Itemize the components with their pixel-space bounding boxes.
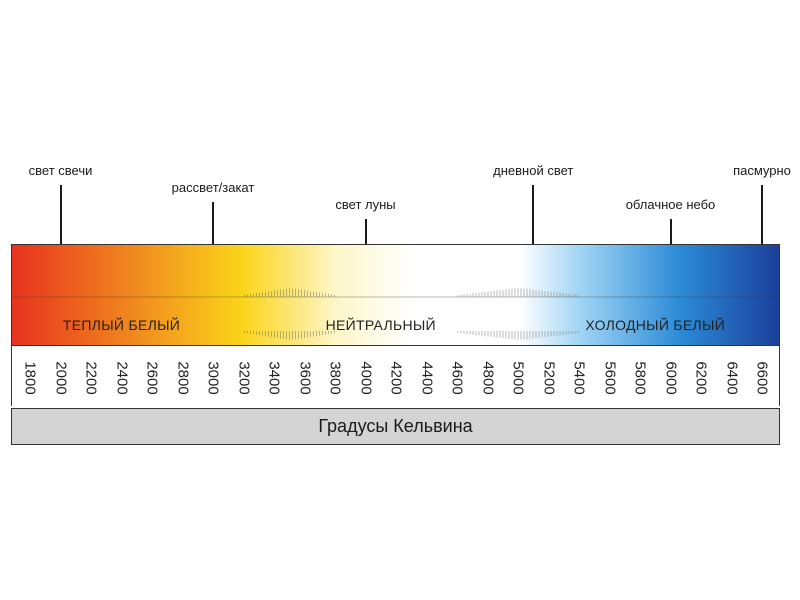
zone-label: ХОЛОДНЫЙ БЕЛЫЙ <box>585 317 726 333</box>
scale-title: Градусы Кельвина <box>11 408 780 445</box>
scale-tick-label: 2600 <box>143 361 161 395</box>
scale-tick-label: 3400 <box>265 361 283 395</box>
scale-tick-label: 3800 <box>326 361 344 395</box>
scale-tick-label: 5200 <box>540 361 557 395</box>
scale-tick-label: 3600 <box>296 361 313 395</box>
scale-tick-label: 3200 <box>235 361 252 395</box>
warm-neutral-transition-hatch <box>244 288 335 340</box>
scale-tick-label: 6600 <box>753 361 771 395</box>
scale-tick-label: 6000 <box>662 361 679 395</box>
scale-tick-label: 5000 <box>509 361 527 395</box>
marker-label: свет луны <box>335 197 396 212</box>
marker-label: рассвет/закат <box>171 180 255 195</box>
scale-tick-label: 5800 <box>631 361 649 395</box>
neutral-cool-transition-hatch <box>457 288 579 340</box>
marker-label: дневной свет <box>493 163 574 178</box>
kelvin-scale <box>11 346 780 406</box>
spectrum-gradient-fill <box>12 245 779 345</box>
scale-tick-label: 5400 <box>570 361 588 395</box>
marker-line <box>532 185 535 271</box>
scale-tick-label: 4600 <box>448 361 466 395</box>
scale-title-text: Градусы Кельвина <box>318 416 473 436</box>
marker-label: свет свечи <box>28 163 93 178</box>
spectrum-graphic <box>12 245 779 345</box>
scale-tick-label: 2800 <box>174 361 191 395</box>
scale-tick-label: 4400 <box>418 361 435 395</box>
scale-tick-label: 2400 <box>113 361 130 395</box>
scale-tick-label: 6200 <box>692 361 710 395</box>
marker-line <box>761 185 763 271</box>
scale-tick-label: 4000 <box>357 361 374 395</box>
marker-line <box>212 202 214 271</box>
scale-tick-label: 6400 <box>723 361 740 395</box>
scale-tick-label: 4800 <box>479 361 496 395</box>
marker-label: пасмурно <box>733 163 791 178</box>
color-spectrum-bar <box>11 244 780 346</box>
scale-tick-label: 2200 <box>82 361 100 395</box>
marker-line <box>59 185 62 271</box>
zone-label: НЕЙТРАЛЬНЫЙ <box>325 317 436 333</box>
scale-tick-label: 2000 <box>52 361 69 395</box>
scale-tick-label: 5600 <box>601 361 618 395</box>
scale-tick-label: 1800 <box>21 361 39 395</box>
scale-tick-label: 3000 <box>204 361 222 395</box>
zone-label: ТЕПЛЫЙ БЕЛЫЙ <box>62 317 181 333</box>
marker-label: облачное небо <box>625 197 716 212</box>
scale-tick-label: 4200 <box>387 361 405 395</box>
